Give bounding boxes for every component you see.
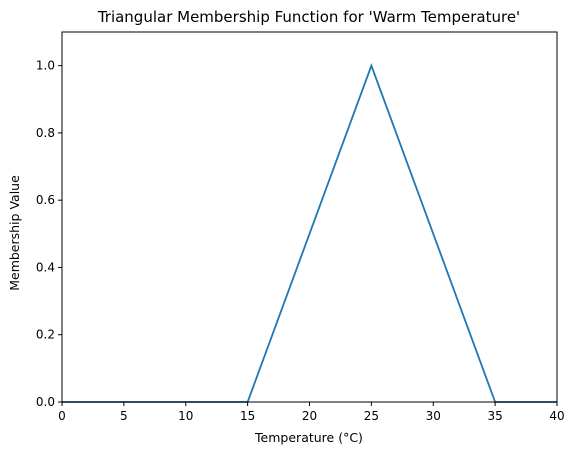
y-tick-label: 0.2 [36, 328, 55, 342]
x-tick-label: 10 [178, 409, 193, 423]
y-tick-label: 0.4 [36, 260, 55, 274]
x-tick-label: 35 [487, 409, 502, 423]
x-tick-label: 0 [58, 409, 66, 423]
y-tick-label: 0.6 [36, 193, 55, 207]
x-tick-label: 5 [120, 409, 128, 423]
series-line [62, 63, 557, 403]
x-tick-label: 40 [549, 409, 564, 423]
series-layer [62, 63, 557, 403]
y-tick-label: 0.8 [36, 126, 55, 140]
y-tick-label: 0.0 [36, 395, 55, 409]
x-axis-ticks: 0 5 10 15 20 25 30 35 40 [58, 402, 565, 423]
chart-title: Triangular Membership Function for 'Warm… [97, 8, 520, 26]
x-axis-label: Temperature (°C) [254, 430, 363, 445]
plot-frame [61, 31, 558, 403]
x-tick-label: 15 [240, 409, 255, 423]
plot-area [61, 31, 558, 403]
y-axis-label: Membership Value [7, 175, 22, 291]
x-tick-label: 20 [302, 409, 317, 423]
x-tick-label: 25 [364, 409, 379, 423]
x-tick-label: 30 [426, 409, 441, 423]
y-tick-label: 1.0 [36, 59, 55, 73]
y-axis-ticks: 0.0 0.2 0.4 0.6 0.8 1.0 [36, 59, 62, 409]
